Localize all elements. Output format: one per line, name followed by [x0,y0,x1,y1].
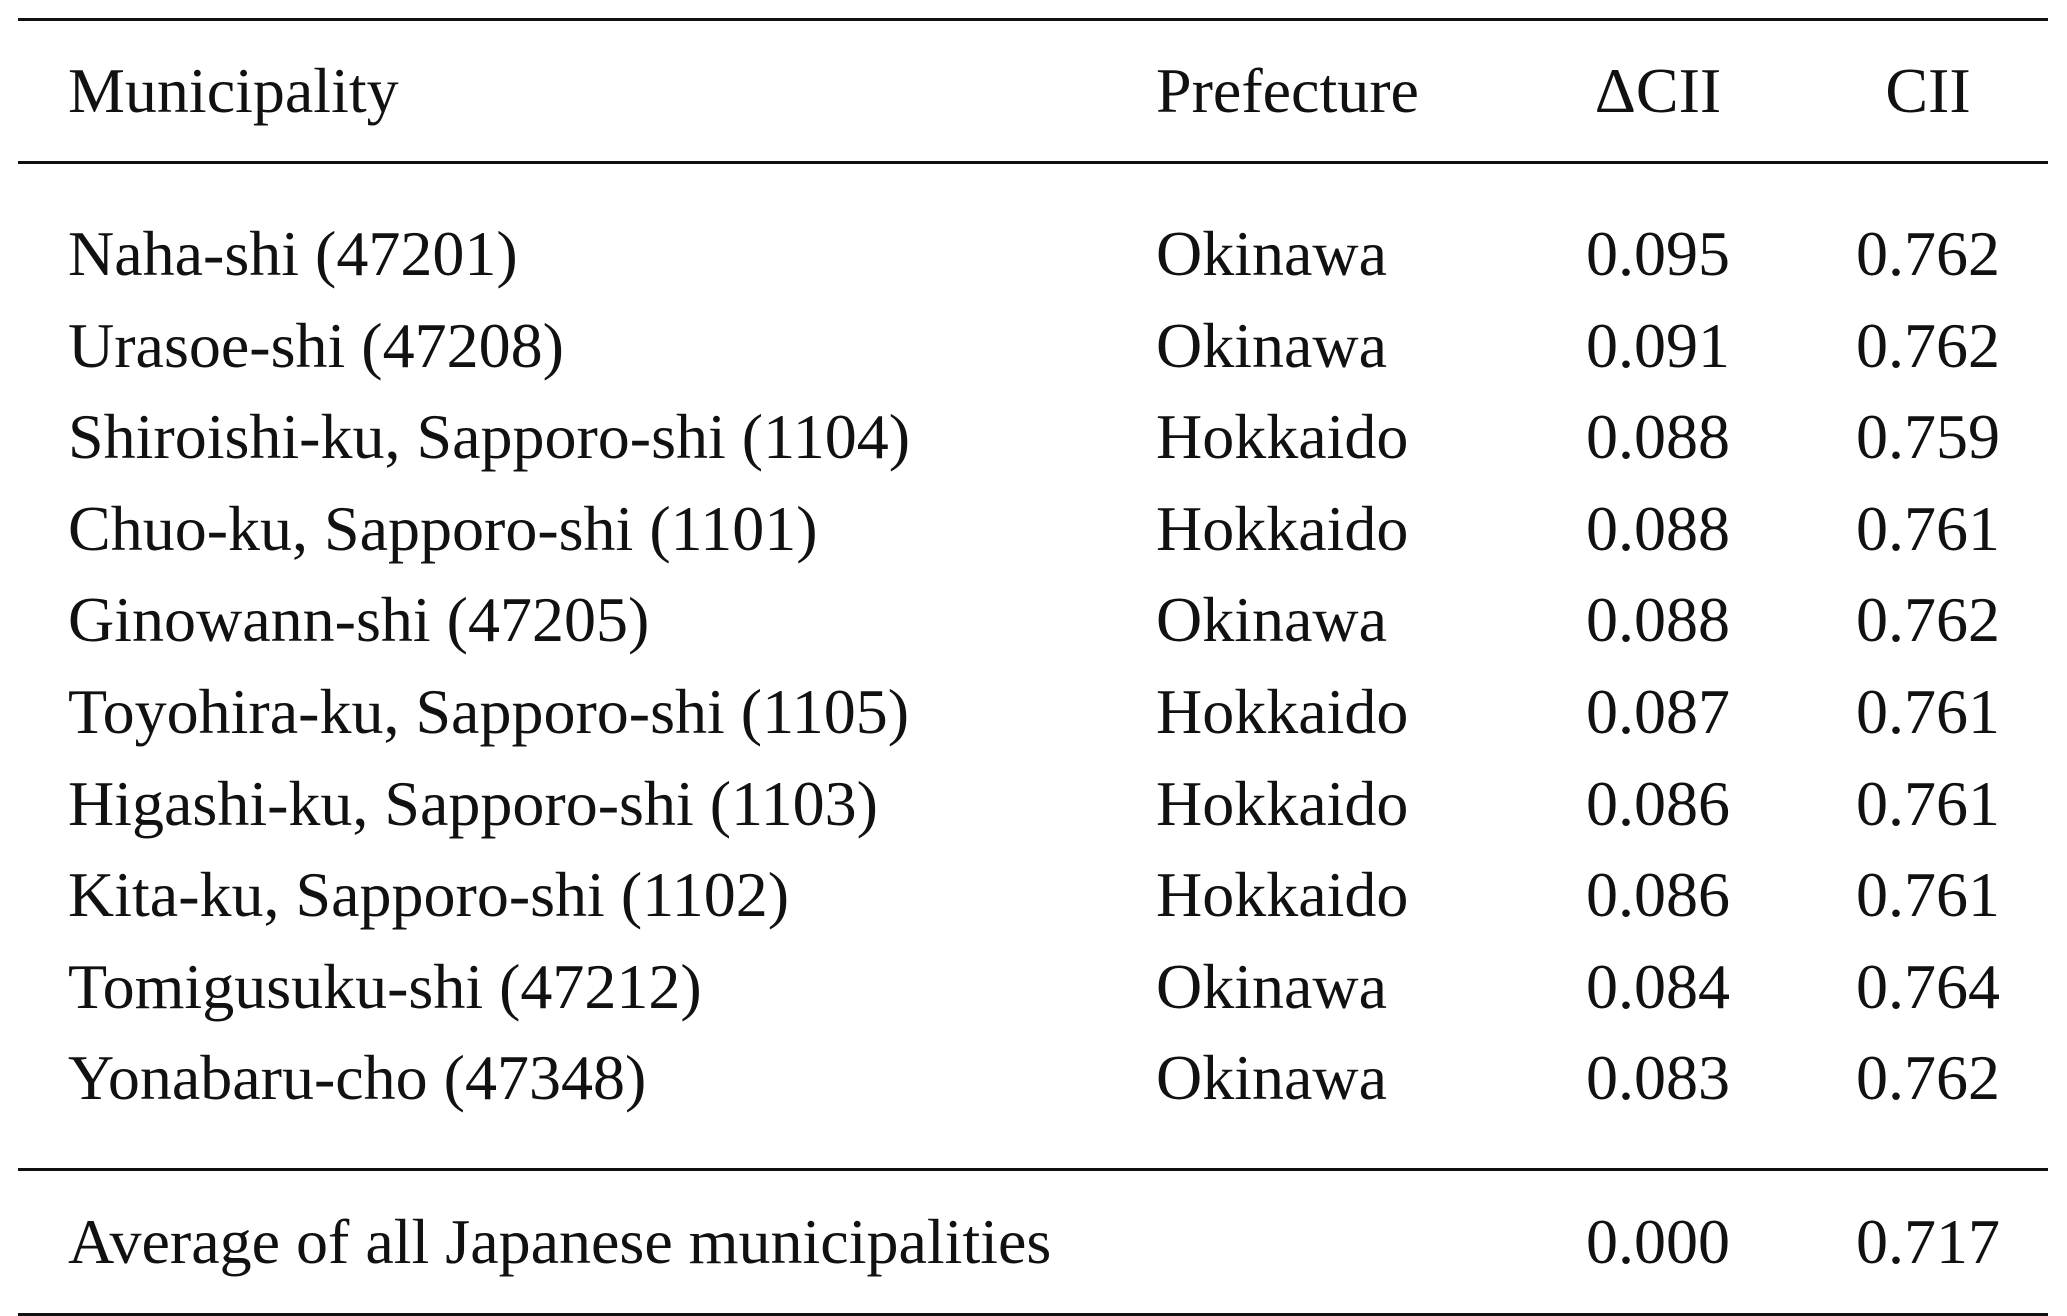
top-rule [18,18,2048,21]
table-row: Toyohira-ku, Sapporo-shi (1105) Hokkaido… [18,666,2048,758]
table-row: Yonabaru-cho (47348) Okinawa 0.083 0.762 [18,1032,2048,1124]
prefecture-cell: Hokkaido [1156,767,1409,839]
delta-cii-cell: 0.087 [1586,675,1730,747]
cii-cell: 0.761 [1856,492,2000,564]
data-table: Municipality Prefecture ΔCII CII Naha-sh… [18,18,2048,1316]
prefecture-cell: Okinawa [1156,309,1388,381]
table-row: Naha-shi (47201) Okinawa 0.095 0.762 [18,208,2048,300]
cii-cell: 0.762 [1856,218,2000,289]
header-rule [18,161,2048,164]
table-header-row: Municipality Prefecture ΔCII CII [18,21,2048,161]
table-row: Kita-ku, Sapporo-shi (1102) Hokkaido 0.0… [18,849,2048,941]
header-municipality: Municipality [68,55,399,126]
delta-cii-cell: 0.086 [1586,767,1730,839]
delta-cii-cell: 0.091 [1586,309,1730,381]
municipality-cell: Chuo-ku, Sapporo-shi (1101) [68,492,818,564]
cii-cell: 0.761 [1856,859,2000,931]
table-footer: Average of all Japanese municipalities 0… [18,1171,2048,1313]
municipality-cell: Urasoe-shi (47208) [68,309,564,381]
delta-cii-cell: 0.088 [1586,584,1730,656]
prefecture-cell: Hokkaido [1156,401,1409,473]
header-cii: CII [1885,55,1971,126]
table-row: Tomigusuku-shi (47212) Okinawa 0.084 0.7… [18,941,2048,1033]
prefecture-cell: Okinawa [1156,1042,1388,1114]
delta-cii-cell: 0.088 [1586,401,1730,473]
prefecture-cell: Okinawa [1156,218,1388,289]
footer-rule [18,1167,2048,1171]
municipality-cell: Ginowann-shi (47205) [68,584,650,656]
cii-cell: 0.762 [1856,309,2000,381]
prefecture-cell: Okinawa [1156,950,1388,1022]
table-row: Chuo-ku, Sapporo-shi (1101) Hokkaido 0.0… [18,483,2048,575]
average-row: Average of all Japanese municipalities 0… [18,1189,2048,1295]
municipality-cell: Toyohira-ku, Sapporo-shi (1105) [68,675,909,747]
header-prefecture: Prefecture [1156,55,1419,126]
cii-cell: 0.764 [1856,950,2000,1022]
table-row: Urasoe-shi (47208) Okinawa 0.091 0.762 [18,300,2048,392]
prefecture-cell: Hokkaido [1156,675,1409,747]
table-body: Naha-shi (47201) Okinawa 0.095 0.762 Ura… [18,164,2048,1168]
table-row: Ginowann-shi (47205) Okinawa 0.088 0.762 [18,574,2048,666]
delta-cii-cell: 0.088 [1586,492,1730,564]
cii-cell: 0.761 [1856,675,2000,747]
header-delta-cii: ΔCII [1594,55,1722,126]
municipality-cell: Tomigusuku-shi (47212) [68,950,702,1022]
bottom-rule [18,1312,2048,1316]
municipality-cell: Shiroishi-ku, Sapporo-shi (1104) [68,401,911,473]
municipality-cell: Naha-shi (47201) [68,218,518,289]
average-label: Average of all Japanese municipalities [68,1205,1052,1277]
delta-cii-cell: 0.083 [1586,1042,1730,1114]
cii-cell: 0.759 [1856,401,2000,473]
delta-cii-cell: 0.084 [1586,950,1730,1022]
municipality-cell: Higashi-ku, Sapporo-shi (1103) [68,767,878,839]
prefecture-cell: Hokkaido [1156,859,1409,931]
prefecture-cell: Okinawa [1156,584,1388,656]
cii-cell: 0.762 [1856,584,2000,656]
delta-cii-cell: 0.086 [1586,859,1730,931]
prefecture-cell: Hokkaido [1156,492,1409,564]
cii-cell: 0.761 [1856,767,2000,839]
municipality-cell: Yonabaru-cho (47348) [68,1042,647,1114]
delta-cii-cell: 0.095 [1586,218,1730,289]
table-row: Higashi-ku, Sapporo-shi (1103) Hokkaido … [18,758,2048,850]
cii-cell: 0.762 [1856,1042,2000,1114]
table-row: Shiroishi-ku, Sapporo-shi (1104) Hokkaid… [18,391,2048,483]
average-cii: 0.717 [1856,1205,2000,1277]
municipality-cell: Kita-ku, Sapporo-shi (1102) [68,859,790,931]
average-delta-cii: 0.000 [1586,1205,1730,1277]
